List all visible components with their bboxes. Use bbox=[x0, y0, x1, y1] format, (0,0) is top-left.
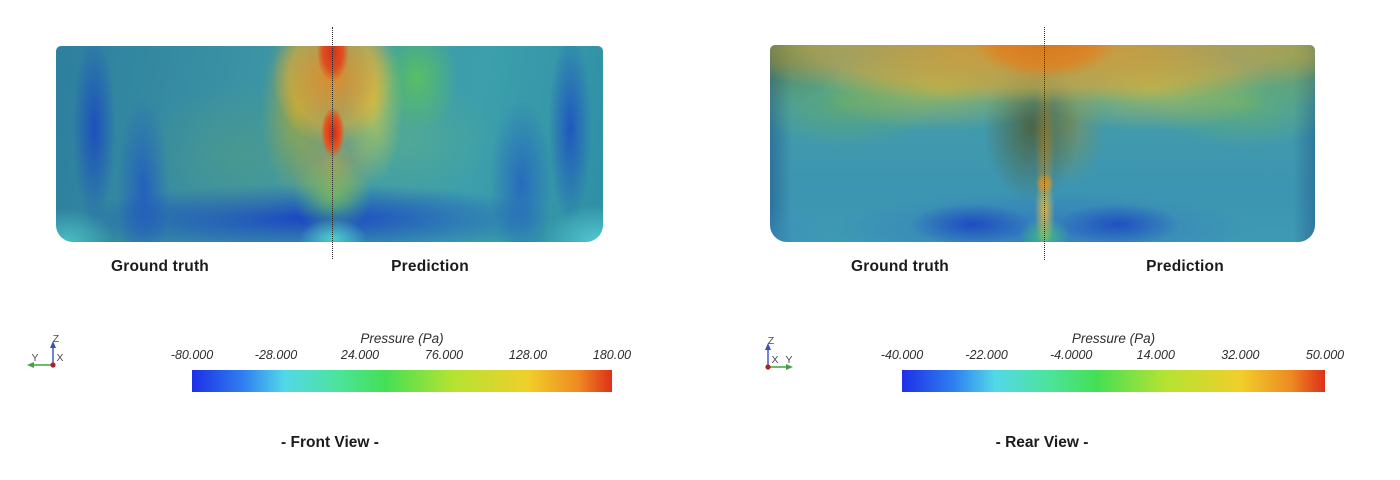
z-axis-label: Z bbox=[768, 335, 775, 347]
rear-colorbar-tick: 32.000 bbox=[1221, 348, 1260, 362]
front-colorbar-tick: 24.000 bbox=[340, 348, 380, 362]
rear-colorbar-tick: -40.000 bbox=[880, 348, 924, 362]
colorbar-gradient bbox=[192, 370, 612, 392]
colorbar-gradient bbox=[902, 370, 1325, 392]
front-view-caption: - Front View - bbox=[281, 434, 379, 451]
rear-colorbar-title: Pressure (Pa) bbox=[1071, 331, 1156, 346]
y-axis-label: Y bbox=[785, 354, 792, 366]
z-axis-arrowhead bbox=[765, 343, 771, 350]
front-colorbar-title: Pressure (Pa) bbox=[360, 331, 444, 346]
front-colorbar-tick: 180.00 bbox=[592, 348, 632, 362]
z-axis-arrowhead bbox=[50, 341, 56, 348]
front-prediction-label: Prediction bbox=[391, 258, 469, 275]
rear-view-caption: - Rear View - bbox=[995, 434, 1089, 451]
rear-view-pressure-heatmap bbox=[770, 45, 1315, 242]
rear-colorbar-tick: -22.000 bbox=[965, 348, 1008, 362]
z-axis-label: Z bbox=[53, 333, 60, 345]
front-colorbar-tick: -28.000 bbox=[254, 348, 298, 362]
front-colorbar-tick: 128.00 bbox=[508, 348, 548, 362]
y-axis-label: Y bbox=[31, 352, 38, 364]
x-axis-label: X bbox=[56, 352, 63, 364]
rear-colorbar-tick: 14.000 bbox=[1136, 348, 1175, 362]
front-axis-triad: Z Y X bbox=[27, 333, 64, 368]
y-axis-arrowhead bbox=[786, 364, 793, 370]
x-axis-origin-dot bbox=[50, 362, 56, 368]
x-axis-origin-dot bbox=[765, 364, 771, 370]
x-axis-label: X bbox=[771, 354, 778, 366]
front-colorbar-tick: -80.000 bbox=[170, 348, 214, 362]
y-axis-arrowhead bbox=[27, 362, 34, 368]
rear-split-centerline bbox=[1044, 27, 1045, 260]
rear-prediction-label: Prediction bbox=[1146, 258, 1224, 275]
front-colorbar-tick: 76.000 bbox=[424, 348, 464, 362]
rear-ground-truth-label: Ground truth bbox=[851, 258, 949, 275]
front-ground-truth-label: Ground truth bbox=[111, 258, 209, 275]
rear-colorbar-tick: 50.000 bbox=[1305, 348, 1345, 362]
rear-axis-triad: Z X Y bbox=[765, 335, 793, 370]
front-view-pressure-heatmap bbox=[56, 46, 603, 242]
front-split-centerline bbox=[332, 27, 333, 259]
rear-colorbar-tick: -4.0000 bbox=[1049, 348, 1093, 362]
